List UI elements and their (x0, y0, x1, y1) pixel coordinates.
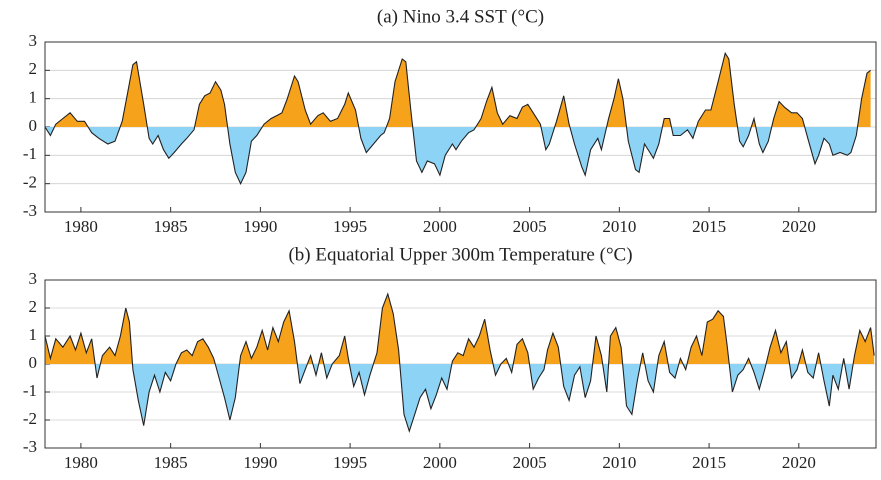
y-tick-label: 3 (29, 269, 38, 288)
x-tick-label: 2020 (782, 217, 816, 236)
y-tick-label: 0 (29, 116, 38, 135)
y-tick-label: -1 (23, 144, 37, 163)
y-tick-label: 0 (29, 353, 38, 372)
x-tick-label: 2015 (692, 217, 726, 236)
x-tick-label: 1990 (243, 453, 277, 472)
chart-title: (b) Equatorial Upper 300m Temperature (°… (288, 244, 632, 265)
x-tick-label: 2000 (423, 217, 457, 236)
positive-area (45, 53, 871, 127)
y-tick-label: 1 (29, 88, 38, 107)
plot-frame (44, 279, 877, 449)
x-tick-label: 1985 (154, 217, 188, 236)
y-tick-label: -3 (23, 437, 37, 456)
y-tick-label: -1 (23, 381, 37, 400)
series-line (44, 292, 875, 434)
x-tick-label: 1990 (243, 217, 277, 236)
y-tick-label: -2 (23, 409, 37, 428)
x-tick-label: 1995 (333, 453, 367, 472)
y-tick-label: 2 (29, 297, 38, 316)
negative-area (45, 127, 871, 184)
x-tick-label: 1985 (154, 453, 188, 472)
y-tick-label: 3 (29, 31, 38, 50)
x-tick-label: 1980 (64, 217, 98, 236)
x-tick-label: 2005 (513, 217, 547, 236)
series-line (44, 51, 871, 185)
y-tick-label: 1 (29, 325, 38, 344)
plot-frame (44, 41, 877, 213)
x-tick-label: 2015 (692, 453, 726, 472)
x-tick-label: 2005 (513, 453, 547, 472)
y-tick-label: 2 (29, 59, 38, 78)
chart-title: (a) Nino 3.4 SST (°C) (377, 6, 544, 27)
negative-area (45, 364, 875, 432)
x-tick-label: 2000 (423, 453, 457, 472)
x-tick-label: 2020 (782, 453, 816, 472)
x-tick-label: 1980 (64, 453, 98, 472)
positive-area (45, 294, 875, 364)
x-tick-label: 2010 (602, 217, 636, 236)
x-tick-label: 1995 (333, 217, 367, 236)
y-tick-label: -3 (23, 201, 37, 220)
y-tick-label: -2 (23, 173, 37, 192)
x-tick-label: 2010 (602, 453, 636, 472)
